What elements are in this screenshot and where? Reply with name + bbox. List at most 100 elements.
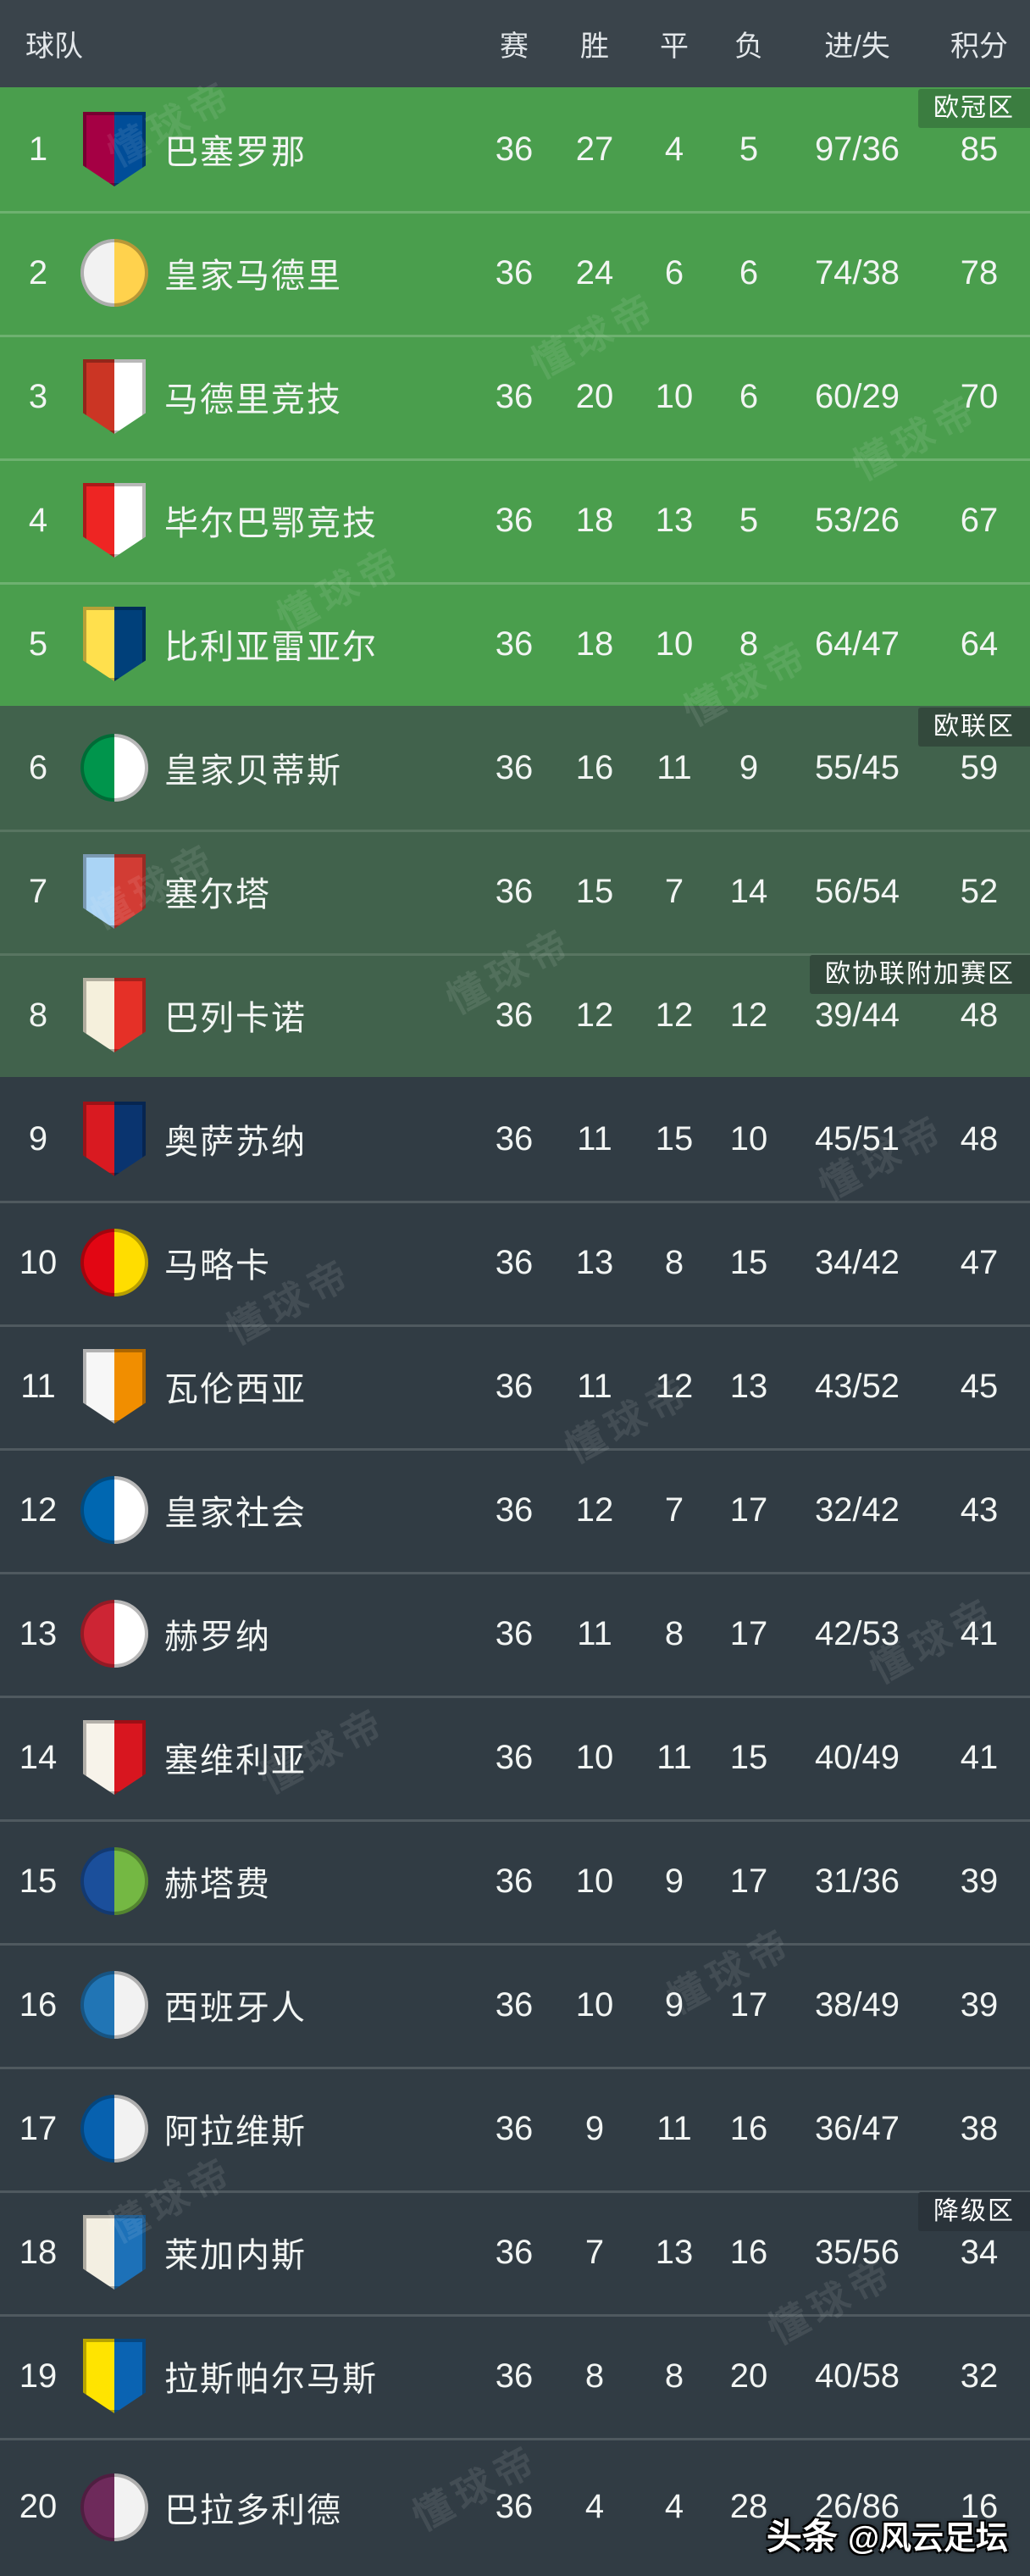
lost: 17	[729, 1614, 768, 1652]
lost: 28	[729, 2488, 768, 2525]
draw: 13	[655, 2233, 694, 2271]
table-row[interactable]: 16 西班牙人 36 10 9 17 38/49 39	[0, 1943, 1030, 2067]
points: 16	[960, 2488, 999, 2525]
club-logo-icon	[83, 2215, 146, 2290]
table-row[interactable]: 3 马德里竞技 36 20 10 6 60/29 70	[0, 335, 1030, 458]
played: 36	[495, 2488, 534, 2525]
team-crest	[76, 2095, 152, 2162]
club-logo-icon	[83, 1102, 146, 1176]
table-row[interactable]: 欧协联附加赛区 8 巴列卡诺 36 12 12 12 39/44 48	[0, 953, 1030, 1077]
table-row[interactable]: 9 奥萨苏纳 36 11 15 10 45/51 48	[0, 1077, 1030, 1201]
rank: 14	[19, 1738, 58, 1776]
table-row[interactable]: 欧联区 6 皇家贝蒂斯 36 16 11 9 55/45 59	[0, 706, 1030, 830]
lost: 9	[739, 748, 759, 786]
team-crest	[76, 359, 152, 434]
won: 10	[575, 1738, 614, 1776]
rank: 5	[28, 625, 48, 663]
zone-badge-europa-league: 欧联区	[918, 708, 1030, 747]
table-row[interactable]: 降级区 18 莱加内斯 36 7 13 16 35/56 34	[0, 2190, 1030, 2314]
team-name: 阿拉维斯	[164, 2113, 307, 2151]
header-points: 积分	[950, 31, 1008, 63]
points: 78	[960, 253, 999, 291]
team-crest	[76, 1847, 152, 1915]
goals: 64/47	[814, 625, 900, 663]
table-row[interactable]: 11 瓦伦西亚 36 11 12 13 43/52 45	[0, 1324, 1030, 1448]
won: 11	[577, 1614, 612, 1652]
team-name: 塞维利亚	[164, 1742, 307, 1779]
draw: 9	[664, 1985, 684, 2024]
table-row[interactable]: 4 毕尔巴鄂竞技 36 18 13 5 53/26 67	[0, 458, 1030, 582]
points: 47	[960, 1243, 999, 1281]
goals: 40/49	[814, 1738, 900, 1776]
played: 36	[495, 996, 534, 1034]
won: 24	[575, 253, 614, 291]
table-row[interactable]: 17 阿拉维斯 36 9 11 16 36/47 38	[0, 2067, 1030, 2190]
played: 36	[495, 625, 534, 663]
table-row[interactable]: 2 皇家马德里 36 24 6 6 74/38 78	[0, 211, 1030, 335]
rank: 6	[28, 748, 48, 786]
rank: 16	[19, 1985, 58, 2024]
goals: 56/54	[814, 872, 900, 910]
draw: 8	[664, 1614, 684, 1652]
header-played: 赛	[500, 31, 529, 63]
rank: 9	[28, 1119, 48, 1158]
club-logo-icon	[83, 1349, 146, 1424]
team-name: 巴塞罗那	[164, 134, 307, 171]
table-row[interactable]: 10 马略卡 36 13 8 15 34/42 47	[0, 1201, 1030, 1324]
won: 7	[584, 2233, 605, 2271]
zone-badge-relegation: 降级区	[918, 2192, 1030, 2231]
won: 13	[575, 1243, 614, 1281]
author-handle: @风云足坛	[847, 2521, 1008, 2557]
played: 36	[495, 872, 534, 910]
rank: 17	[19, 2109, 58, 2147]
draw: 12	[655, 996, 694, 1034]
table-row[interactable]: 14 塞维利亚 36 10 11 15 40/49 41	[0, 1696, 1030, 1819]
lost: 17	[729, 1491, 768, 1529]
table-row[interactable]: 19 拉斯帕尔马斯 36 8 8 20 40/58 32	[0, 2314, 1030, 2438]
goals: 43/52	[814, 1367, 900, 1405]
table-row[interactable]: 欧冠区 1 巴塞罗那 36 27 4 5 97/36 85	[0, 87, 1030, 211]
table-row[interactable]: 12 皇家社会 36 12 7 17 32/42 43	[0, 1448, 1030, 1572]
lost: 13	[729, 1367, 768, 1405]
team-name: 拉斯帕尔马斯	[164, 2361, 378, 2398]
draw: 11	[656, 748, 692, 786]
team-name: 塞尔塔	[164, 876, 271, 913]
played: 36	[495, 748, 534, 786]
won: 10	[575, 1862, 614, 1900]
team-crest	[76, 1102, 152, 1176]
table-row[interactable]: 7 塞尔塔 36 15 7 14 56/54 52	[0, 830, 1030, 953]
played: 36	[495, 1985, 534, 2024]
club-logo-icon	[80, 1971, 148, 2039]
table-row[interactable]: 20 巴拉多利德 36 4 4 28 26/86 16	[0, 2438, 1030, 2576]
team-crest	[76, 854, 152, 929]
table-row[interactable]: 5 比利亚雷亚尔 36 18 10 8 64/47 64	[0, 582, 1030, 706]
goals: 36/47	[814, 2109, 900, 2147]
team-crest	[76, 2339, 152, 2413]
points: 45	[960, 1367, 999, 1405]
team-crest	[76, 607, 152, 681]
table-row[interactable]: 13 赫罗纳 36 11 8 17 42/53 41	[0, 1572, 1030, 1696]
points: 52	[960, 872, 999, 910]
draw: 6	[664, 253, 684, 291]
points: 70	[960, 377, 999, 415]
club-logo-icon	[80, 1476, 148, 1544]
draw: 9	[664, 1862, 684, 1900]
draw: 11	[656, 1738, 692, 1776]
rank: 1	[28, 130, 48, 168]
draw: 4	[664, 2488, 684, 2525]
rank: 12	[19, 1491, 58, 1529]
goals: 31/36	[814, 1862, 900, 1900]
won: 4	[584, 2488, 605, 2525]
team-crest	[76, 1476, 152, 1544]
rank: 11	[20, 1367, 56, 1405]
table-row[interactable]: 15 赫塔费 36 10 9 17 31/36 39	[0, 1819, 1030, 1943]
team-crest	[76, 978, 152, 1052]
draw: 8	[664, 2357, 684, 2395]
points: 85	[960, 130, 999, 168]
points: 41	[960, 1738, 999, 1776]
table-header: 球队 赛 胜 平 负 进/失 积分	[0, 0, 1030, 87]
played: 36	[495, 2357, 534, 2395]
draw: 10	[655, 625, 694, 663]
draw: 4	[664, 130, 684, 168]
